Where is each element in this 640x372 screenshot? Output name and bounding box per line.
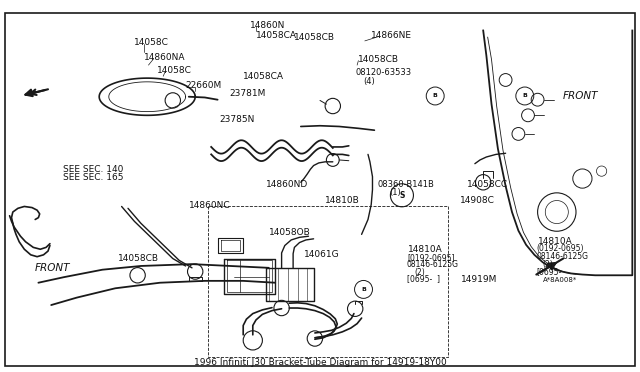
Text: 14058CB: 14058CB <box>294 33 335 42</box>
Text: 14058C: 14058C <box>134 38 169 47</box>
Text: (1): (1) <box>389 188 401 197</box>
Text: [0192-0695]: [0192-0695] <box>407 253 454 262</box>
Text: 14919M: 14919M <box>461 275 497 284</box>
Text: 08360-B141B: 08360-B141B <box>378 180 435 189</box>
Text: FRONT: FRONT <box>35 263 70 273</box>
Text: B: B <box>522 93 527 99</box>
Text: 14908C: 14908C <box>460 196 494 205</box>
Text: 14058CB: 14058CB <box>118 254 159 263</box>
Text: 08120-63533: 08120-63533 <box>355 68 412 77</box>
Text: 08146-6125G: 08146-6125G <box>536 252 588 261</box>
Text: 14810A: 14810A <box>408 245 443 254</box>
Text: 14860NA: 14860NA <box>144 53 186 62</box>
Text: B: B <box>433 93 438 99</box>
Text: 14058OB: 14058OB <box>269 228 310 237</box>
Text: 14866NE: 14866NE <box>371 31 412 40</box>
Text: 22660M: 22660M <box>186 81 222 90</box>
Text: A*8A008*: A*8A008* <box>543 277 577 283</box>
Text: [0695-: [0695- <box>536 267 561 276</box>
Text: (2): (2) <box>543 260 554 269</box>
Text: [0695-  ]: [0695- ] <box>407 275 440 283</box>
Text: (4): (4) <box>364 77 375 86</box>
Text: SEE SEC. 140: SEE SEC. 140 <box>63 165 123 174</box>
Text: (0192-0695): (0192-0695) <box>536 244 584 253</box>
Text: 14810B: 14810B <box>325 196 360 205</box>
Text: 14058CB: 14058CB <box>358 55 399 64</box>
Text: 14810A: 14810A <box>538 237 572 246</box>
Text: 14058CA: 14058CA <box>256 31 297 40</box>
Text: 23781M: 23781M <box>229 89 266 97</box>
Text: (2): (2) <box>415 268 426 277</box>
Text: 14860ND: 14860ND <box>266 180 308 189</box>
Text: SEE SEC. 165: SEE SEC. 165 <box>63 173 124 182</box>
Text: 14058CC: 14058CC <box>467 180 508 189</box>
Text: 14058CA: 14058CA <box>243 72 284 81</box>
Text: 14058C: 14058C <box>157 66 191 75</box>
Text: 08146-6125G: 08146-6125G <box>406 260 458 269</box>
Text: FRONT: FRONT <box>563 91 598 101</box>
Text: 14860NC: 14860NC <box>189 201 230 210</box>
Text: 1996 Infiniti J30 Bracket-Tube Diagram for 14919-18Y00: 1996 Infiniti J30 Bracket-Tube Diagram f… <box>194 358 446 367</box>
Text: S: S <box>399 191 404 200</box>
Text: 14860N: 14860N <box>250 21 285 30</box>
Text: B: B <box>361 287 366 292</box>
Text: 23785N: 23785N <box>219 115 254 124</box>
Text: 14061G: 14061G <box>304 250 340 259</box>
